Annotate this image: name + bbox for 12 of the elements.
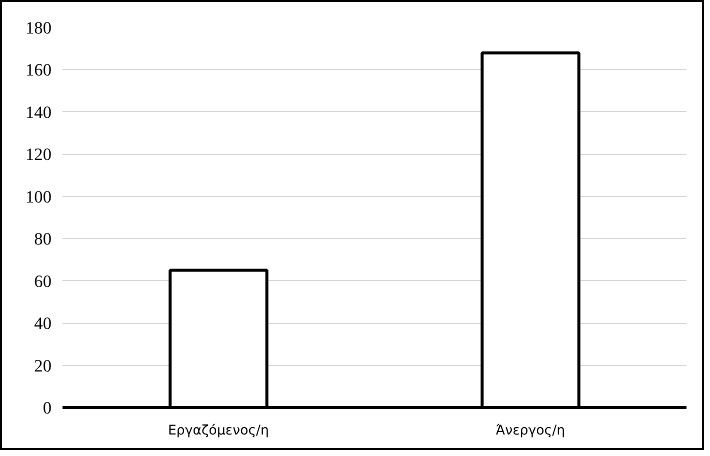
y-tick-label: 20: [34, 356, 52, 376]
y-tick-label: 100: [26, 187, 52, 206]
y-tick-label: 80: [34, 230, 52, 249]
y-tick-label: 0: [42, 398, 52, 418]
y-tick-label: 40: [34, 314, 52, 334]
y-tick-label: 180: [26, 18, 52, 38]
y-tick-label: 160: [26, 60, 52, 80]
y-tick-label: 140: [26, 102, 52, 122]
x-tick-label: Εργαζόμενος/η: [168, 424, 270, 438]
y-tick-label: 120: [26, 145, 52, 164]
x-tick-label: Άνεργος/η: [496, 424, 566, 438]
y-tick-label: 60: [34, 272, 52, 291]
